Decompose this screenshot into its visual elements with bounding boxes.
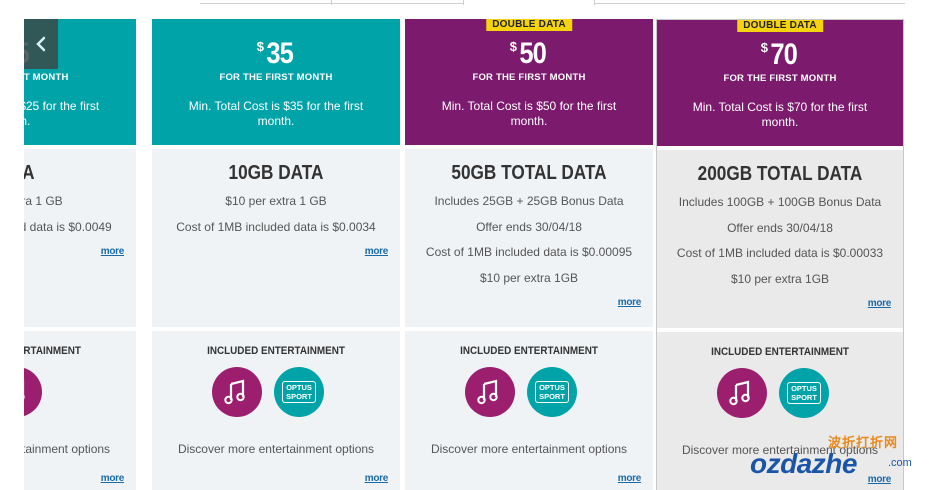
plan-min-cost: Min. Total Cost is $70 for the first mon… bbox=[692, 100, 868, 129]
entertainment-title: INCLUDED ENTERTAINMENT bbox=[207, 345, 345, 357]
plan-period: FOR THE FIRST MONTH bbox=[723, 73, 837, 84]
more-link[interactable]: more bbox=[364, 473, 389, 484]
plan-data-section: 50GB TOTAL DATA Includes 25GB + 25GB Bon… bbox=[405, 149, 653, 327]
plan-card-70[interactable]: DOUBLE DATA $70 FOR THE FIRST MONTH Min.… bbox=[656, 19, 904, 490]
plan-min-cost: Min. Total Cost is $35 for the first mon… bbox=[188, 99, 364, 128]
plan-data-line: $10 per extra 1 GB bbox=[24, 194, 63, 208]
plan-card-25[interactable]: $25 FOR THE FIRST MONTH Min. Total Cost … bbox=[24, 19, 136, 490]
plan-data-line: Cost of 1MB included data is $0.00033 bbox=[676, 246, 884, 260]
tab-strip bbox=[0, 0, 931, 6]
plan-data-title: 50GB TOTAL DATA bbox=[451, 162, 607, 184]
plan-price: $35 bbox=[256, 37, 294, 70]
plan-header: DOUBLE DATA $70 FOR THE FIRST MONTH Min.… bbox=[657, 20, 903, 146]
more-link[interactable]: more bbox=[100, 246, 125, 257]
carousel-prev-button[interactable] bbox=[24, 19, 58, 69]
more-link[interactable]: more bbox=[867, 474, 892, 485]
plan-data-section: 10GB DATA $10 per extra 1 GB Cost of 1MB… bbox=[152, 149, 400, 327]
entertainment-section: INCLUDED ENTERTAINMENT OPTUS SPORT Disco… bbox=[657, 332, 903, 490]
tab-underline bbox=[200, 0, 331, 4]
optus-sport-icon[interactable]: OPTUS SPORT bbox=[274, 367, 324, 417]
plan-data-line: Includes 25GB + 25GB Bonus Data bbox=[434, 194, 624, 208]
plan-price: $70 bbox=[760, 38, 798, 71]
plan-card-50[interactable]: DOUBLE DATA $50 FOR THE FIRST MONTH Min.… bbox=[405, 19, 653, 490]
plan-price: $50 bbox=[509, 37, 547, 70]
entertainment-title: INCLUDED ENTERTAINMENT bbox=[460, 345, 598, 357]
tab-underline bbox=[332, 0, 463, 4]
music-icon[interactable] bbox=[717, 368, 767, 418]
optus-sport-icon[interactable]: OPTUS SPORT bbox=[779, 368, 829, 418]
double-data-badge: DOUBLE DATA bbox=[486, 19, 572, 31]
discover-text: Discover more entertainment options bbox=[177, 442, 375, 456]
plan-data-line: Cost of 1MB included data is $0.00095 bbox=[425, 245, 633, 259]
more-link[interactable]: more bbox=[617, 473, 642, 484]
plan-min-cost: Min. Total Cost is $50 for the first mon… bbox=[441, 99, 617, 128]
more-link[interactable]: more bbox=[617, 297, 642, 308]
tab-divider bbox=[331, 0, 332, 5]
plan-data-line: $10 per extra 1GB bbox=[479, 271, 579, 285]
more-link[interactable]: more bbox=[364, 246, 389, 257]
watermark-suffix: .com bbox=[888, 457, 912, 469]
watermark-cn-text: 波折打折网 bbox=[828, 435, 899, 450]
plan-data-line: Offer ends 30/04/18 bbox=[727, 221, 833, 235]
plan-period: FOR THE FIRST MONTH bbox=[24, 72, 69, 83]
music-icon[interactable] bbox=[465, 367, 515, 417]
tab-underline bbox=[595, 0, 905, 4]
plan-header: DOUBLE DATA $50 FOR THE FIRST MONTH Min.… bbox=[405, 19, 653, 145]
entertainment-section: INCLUDED ENTERTAINMENT OPTUS SPORT Disco… bbox=[152, 331, 400, 490]
plan-header: $35 FOR THE FIRST MONTH Min. Total Cost … bbox=[152, 19, 400, 145]
more-link[interactable]: more bbox=[867, 298, 892, 309]
optus-sport-icon[interactable]: OPTUS SPORT bbox=[527, 367, 577, 417]
entertainment-title: INCLUDED ENTERTAINMENT bbox=[24, 345, 81, 357]
double-data-badge: DOUBLE DATA bbox=[737, 20, 823, 32]
entertainment-title: INCLUDED ENTERTAINMENT bbox=[711, 346, 849, 358]
plan-min-cost: Min. Total Cost is $25 for the first mon… bbox=[24, 99, 100, 128]
chevron-left-icon bbox=[36, 36, 46, 52]
plans-carousel: $25 FOR THE FIRST MONTH Min. Total Cost … bbox=[24, 19, 904, 490]
plan-data-line: $10 per extra 1GB bbox=[730, 272, 830, 286]
plan-period: FOR THE FIRST MONTH bbox=[472, 72, 586, 83]
plan-data-title: 200GB TOTAL DATA bbox=[697, 163, 863, 185]
optus-sport-label: OPTUS SPORT bbox=[787, 382, 821, 404]
plan-data-title: 10GB DATA bbox=[228, 162, 324, 184]
optus-sport-label: OPTUS SPORT bbox=[535, 381, 569, 403]
tab-divider bbox=[594, 0, 595, 5]
plan-data-line: Includes 100GB + 100GB Bonus Data bbox=[678, 195, 882, 209]
plan-data-line: $10 per extra 1 GB bbox=[225, 194, 327, 208]
plan-data-section: 200GB TOTAL DATA Includes 100GB + 100GB … bbox=[657, 150, 903, 328]
plan-period: FOR THE FIRST MONTH bbox=[219, 72, 333, 83]
plan-data-title: DATA bbox=[24, 162, 119, 185]
discover-text: Discover more entertainment options bbox=[430, 442, 628, 456]
more-link[interactable]: more bbox=[100, 473, 125, 484]
entertainment-section: INCLUDED ENTERTAINMENT Discover more ent… bbox=[24, 331, 136, 490]
discover-text: Discover more entertainment options bbox=[24, 442, 111, 456]
plan-card-35[interactable]: $35 FOR THE FIRST MONTH Min. Total Cost … bbox=[152, 19, 400, 490]
plan-data-section: DATA $10 per extra 1 GB Cost of 1MB incl… bbox=[24, 149, 136, 327]
watermark-brand: ozdazhe bbox=[750, 448, 857, 479]
music-icon[interactable] bbox=[24, 367, 42, 417]
entertainment-section: INCLUDED ENTERTAINMENT OPTUS SPORT Disco… bbox=[405, 331, 653, 490]
music-icon[interactable] bbox=[212, 367, 262, 417]
optus-sport-label: OPTUS SPORT bbox=[282, 381, 316, 403]
site-watermark: 波折打折网 ozdazhe .com bbox=[740, 432, 925, 484]
discover-text: Discover more entertainment options bbox=[681, 443, 879, 457]
tab-divider bbox=[463, 0, 464, 5]
plan-data-line: Cost of 1MB included data is $0.0034 bbox=[176, 220, 376, 234]
plan-data-line: Cost of 1MB included data is $0.0049 bbox=[24, 220, 112, 234]
plan-data-line: Offer ends 30/04/18 bbox=[476, 220, 582, 234]
